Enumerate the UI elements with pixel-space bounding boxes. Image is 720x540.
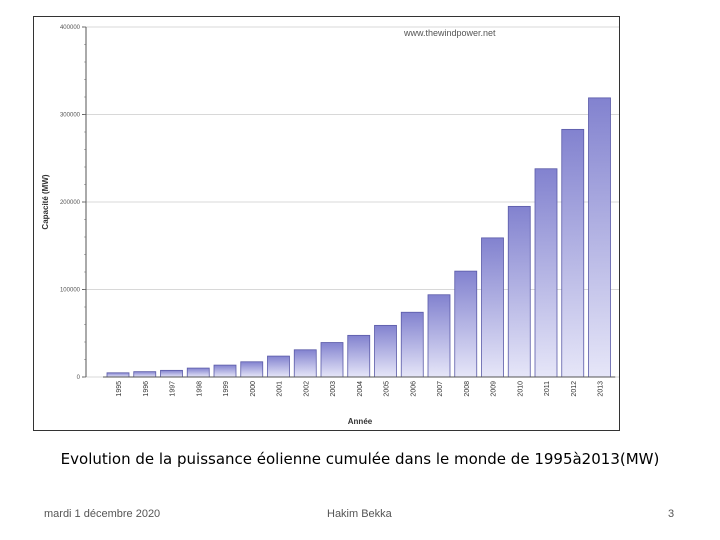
x-tick-label: 2003: [330, 381, 337, 397]
bar: [133, 371, 157, 378]
x-tick-label: 2002: [303, 381, 310, 397]
x-tick-label: 1998: [196, 381, 203, 397]
footer-date: mardi 1 décembre 2020: [44, 508, 161, 520]
x-tick-label: 2004: [357, 381, 364, 397]
x-tick-label: 2000: [250, 381, 257, 397]
footer-author: Hakim Bekka: [327, 508, 392, 520]
bar: [507, 205, 531, 378]
bar: [320, 342, 344, 378]
x-tick-label: 2010: [517, 381, 524, 397]
page-number: 3: [668, 508, 675, 520]
watermark-text: www.thewindpower.net: [403, 28, 496, 38]
bar: [588, 97, 611, 378]
y-tick-label: 0: [77, 375, 81, 381]
bar: [186, 367, 210, 378]
x-tick-label: 1997: [170, 381, 177, 397]
bar: [240, 361, 264, 378]
x-tick-label: 1999: [223, 381, 230, 397]
y-tick-label: 300000: [60, 113, 81, 119]
x-tick-label: 2005: [384, 381, 391, 397]
bar-chart: 0 100000 200000 300000 400000 www.thewindpowe…: [41, 25, 619, 426]
bar: [481, 237, 504, 378]
y-tick-label: 100000: [60, 288, 81, 294]
y-tick-label: 200000: [60, 200, 81, 206]
bar: [454, 270, 478, 378]
bar: [293, 349, 317, 378]
x-tick-label: 2011: [544, 381, 551, 396]
x-tick-label: 2009: [491, 381, 498, 397]
x-tick-label: 1996: [143, 381, 150, 397]
x-tick-label: 2008: [464, 381, 471, 397]
x-tick-label: 1995: [116, 381, 123, 397]
x-tick-label: 2007: [437, 381, 444, 397]
x-tick-label: 2001: [277, 381, 284, 397]
bar: [347, 334, 371, 378]
figure-caption: Evolution de la puissance éolienne cumul…: [60, 450, 660, 468]
bar: [106, 372, 130, 378]
bar: [267, 355, 290, 378]
x-tick-label: 2012: [571, 381, 578, 397]
bar: [160, 369, 183, 378]
x-tick-label: 2013: [598, 381, 605, 397]
x-axis-title: Année: [348, 417, 373, 426]
bar: [213, 364, 237, 378]
y-axis-title: Capacité (MW): [41, 174, 50, 229]
bar: [374, 324, 397, 378]
chart-frame: 0 100000 200000 300000 400000 www.thewindpowe…: [33, 16, 620, 431]
bar: [427, 294, 451, 378]
x-tick-label: 2006: [410, 381, 417, 397]
y-tick-label: 400000: [60, 25, 81, 31]
bar: [534, 168, 558, 378]
bar: [400, 311, 424, 378]
bar: [561, 128, 585, 378]
